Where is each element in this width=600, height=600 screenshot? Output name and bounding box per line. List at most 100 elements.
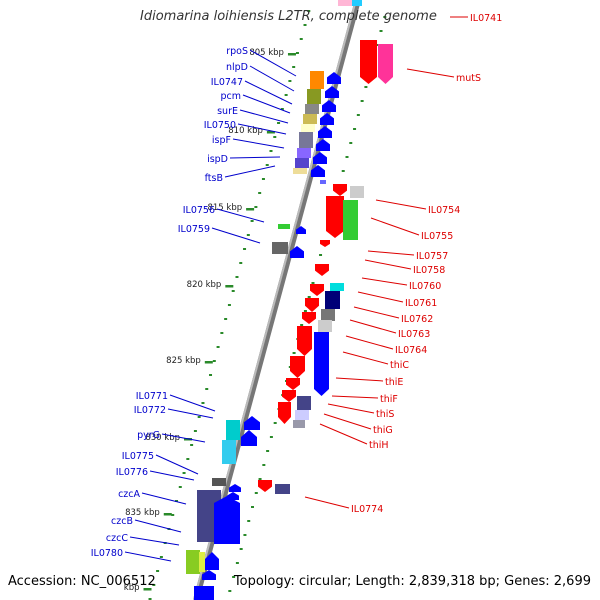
track-dot: [243, 534, 247, 536]
gene-label[interactable]: IL0747: [211, 77, 243, 88]
gene-arrow-down: [333, 184, 347, 196]
leader-line: [167, 408, 214, 419]
kbp-label: 820 kbp: [187, 280, 222, 290]
gene-label[interactable]: thiG: [373, 425, 393, 436]
gene-label[interactable]: thiS: [376, 409, 394, 420]
gene-feature: [275, 484, 290, 494]
gene-label[interactable]: IL0759: [178, 224, 210, 235]
gene-feature: [301, 124, 315, 132]
leader-line: [141, 492, 187, 505]
leader-line: [406, 68, 455, 78]
track-dot: [273, 136, 277, 138]
gene-label[interactable]: IL0780: [91, 548, 123, 559]
gene-feature: [350, 186, 364, 198]
track-dot: [284, 94, 288, 96]
gene-label[interactable]: pyrG: [137, 430, 160, 441]
track-dot: [235, 276, 239, 278]
leader-line: [149, 470, 195, 481]
gene-label[interactable]: IL0764: [395, 345, 427, 356]
gene-label[interactable]: czcC: [106, 533, 128, 544]
track-dot: [319, 254, 323, 256]
gene-label[interactable]: mutS: [456, 73, 481, 84]
gene-label[interactable]: IL0775: [122, 451, 154, 462]
gene-label[interactable]: thiF: [380, 394, 398, 405]
track-dot: [250, 220, 254, 222]
track-dot: [262, 464, 266, 466]
track-dot: [288, 80, 292, 82]
track-dot: [364, 86, 368, 88]
gene-label[interactable]: IL0772: [134, 405, 166, 416]
leader-line: [357, 291, 404, 303]
gene-label[interactable]: IL0750: [204, 120, 236, 131]
gene-label[interactable]: pcm: [220, 91, 241, 102]
gene-arrow-up: [214, 496, 240, 544]
track-dot: [300, 324, 304, 326]
leader-line: [323, 413, 372, 430]
gene-label[interactable]: rpoS: [226, 46, 248, 57]
gene-feature: [338, 0, 352, 6]
gene-label[interactable]: thiE: [385, 377, 403, 388]
gene-feature: [297, 148, 311, 158]
gene-label[interactable]: IL0754: [428, 205, 460, 216]
track-dot: [345, 156, 349, 158]
leader-line: [129, 536, 180, 546]
gene-label[interactable]: IL0774: [351, 504, 383, 515]
gene-label[interactable]: IL0763: [398, 329, 430, 340]
gene-arrow-up: [244, 416, 260, 430]
gene-arrow-down: [315, 264, 329, 276]
track-dot: [269, 436, 273, 438]
gene-label[interactable]: IL0741: [470, 13, 502, 24]
gene-arrow-down: [378, 44, 393, 84]
gene-arrow-down: [302, 312, 316, 324]
track-dot: [299, 38, 303, 40]
track-dot: [353, 128, 357, 130]
gene-label[interactable]: IL0776: [116, 467, 148, 478]
gene-label[interactable]: IL0757: [416, 251, 448, 262]
gene-label[interactable]: nlpD: [226, 62, 248, 73]
track-dot: [171, 514, 175, 516]
track-dot: [280, 108, 284, 110]
track-dot: [235, 562, 239, 564]
gene-label[interactable]: IL0755: [421, 231, 453, 242]
track-dot: [375, 44, 379, 46]
gene-feature: [222, 440, 236, 464]
gene-feature: [272, 242, 288, 254]
gene-arrow-down: [297, 326, 312, 356]
leader-line: [242, 94, 291, 114]
gene-arrow-up: [320, 113, 334, 125]
gene-label[interactable]: IL0762: [401, 314, 433, 325]
gene-label[interactable]: thiH: [369, 440, 389, 451]
gene-feature: [320, 180, 326, 184]
leader-line: [331, 395, 379, 399]
leader-line: [304, 496, 350, 509]
gene-label[interactable]: thiC: [390, 360, 409, 371]
gene-label[interactable]: IL0758: [413, 265, 445, 276]
track-dot: [201, 402, 205, 404]
gene-arrow-up: [318, 126, 332, 138]
leader-line: [161, 433, 206, 443]
track-dot: [246, 234, 250, 236]
gene-label[interactable]: ispD: [207, 154, 228, 165]
gene-label[interactable]: surE: [217, 106, 238, 117]
gene-label[interactable]: IL0761: [405, 298, 437, 309]
topology-text: Topology: circular; Length: 2,839,318 bp…: [233, 574, 591, 589]
gene-arrow-up: [327, 72, 341, 84]
leader-line: [349, 319, 397, 334]
gene-label[interactable]: ispF: [212, 135, 231, 146]
gene-label[interactable]: IL0756: [183, 205, 215, 216]
kbp-tick: [246, 208, 255, 211]
gene-label[interactable]: ftsB: [205, 173, 223, 184]
track-dot: [156, 570, 160, 572]
gene-label[interactable]: czcB: [111, 516, 133, 527]
gene-feature: [325, 291, 340, 309]
gene-feature: [310, 71, 324, 89]
track-dot: [292, 66, 296, 68]
gene-label[interactable]: IL0771: [136, 391, 168, 402]
track-dot: [295, 52, 299, 54]
gene-label[interactable]: czcA: [118, 489, 140, 500]
kbp-scale: 805 kbp 810 kbp 815 kbp 820 kbp 825 kbp 830 k…: [124, 48, 296, 593]
gene-arrow-up: [313, 152, 327, 164]
gene-label[interactable]: IL0760: [409, 281, 441, 292]
track-dot: [307, 296, 311, 298]
